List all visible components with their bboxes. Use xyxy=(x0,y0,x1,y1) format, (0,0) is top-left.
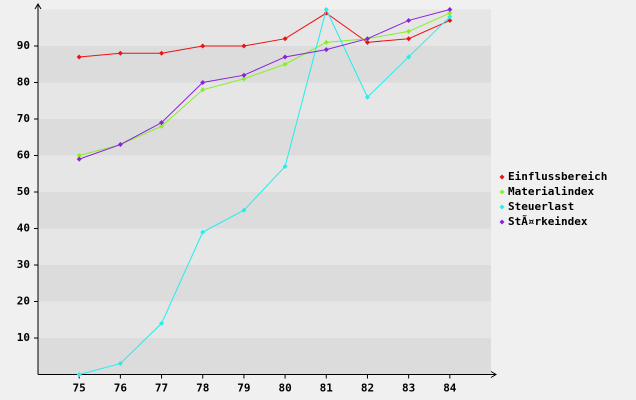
y-tick-label: 30 xyxy=(17,258,30,271)
grid-band xyxy=(38,82,491,119)
grid-band xyxy=(38,265,491,302)
point xyxy=(76,372,82,377)
point xyxy=(200,80,206,85)
point xyxy=(282,54,288,60)
point xyxy=(241,72,247,78)
series-line xyxy=(79,8,451,375)
point xyxy=(406,28,412,34)
point xyxy=(76,54,82,60)
grid-band xyxy=(38,9,491,46)
point xyxy=(159,320,165,326)
y-tick-label: 60 xyxy=(17,149,30,162)
x-tick-label: 79 xyxy=(237,382,250,395)
y-tick-label: 40 xyxy=(17,222,30,235)
series-line xyxy=(79,12,451,58)
point xyxy=(282,61,288,67)
point xyxy=(364,36,370,42)
point xyxy=(282,36,288,42)
point xyxy=(159,50,165,56)
y-tick-label: 90 xyxy=(17,39,30,52)
point xyxy=(200,87,206,93)
grid-band xyxy=(38,301,491,338)
grid-band xyxy=(38,46,491,83)
point xyxy=(364,94,370,100)
point xyxy=(159,120,165,126)
point xyxy=(117,50,123,56)
x-tick-label: 78 xyxy=(196,382,209,395)
point xyxy=(282,163,288,169)
x-axis-arrow xyxy=(490,371,497,378)
grid-band xyxy=(38,228,491,265)
x-tick-label: 80 xyxy=(278,382,291,395)
y-tick-label: 50 xyxy=(17,185,30,198)
point xyxy=(364,39,370,45)
series-line xyxy=(79,9,450,160)
point xyxy=(117,361,123,367)
point xyxy=(241,43,247,49)
grid-band xyxy=(38,192,491,229)
x-tick-label: 76 xyxy=(114,382,128,395)
point xyxy=(241,207,247,213)
point xyxy=(447,17,453,23)
point xyxy=(406,17,412,23)
point xyxy=(159,123,165,129)
grid-band xyxy=(38,338,491,375)
y-tick-label: 80 xyxy=(17,76,30,89)
legend-marker xyxy=(499,189,505,195)
x-tick-label: 81 xyxy=(320,382,334,395)
point xyxy=(447,7,453,12)
series-line xyxy=(79,12,451,156)
grid-band xyxy=(38,119,491,156)
point xyxy=(117,142,123,148)
point xyxy=(76,153,82,158)
legend-label: Einflussbereich xyxy=(508,170,607,183)
legend-label: Steuerlast xyxy=(508,200,574,213)
point xyxy=(200,229,206,235)
legend-label: StÃ¤rkeindex xyxy=(508,215,588,228)
x-tick-label: 77 xyxy=(155,382,168,395)
x-tick-label: 84 xyxy=(443,382,457,395)
point xyxy=(76,156,82,162)
x-tick-label: 75 xyxy=(73,382,86,395)
point xyxy=(323,7,329,12)
y-axis-arrow xyxy=(34,3,42,10)
point xyxy=(447,14,453,20)
point xyxy=(406,36,412,42)
point xyxy=(447,10,453,16)
point xyxy=(323,39,329,45)
legend-marker xyxy=(499,204,505,210)
point xyxy=(323,47,329,53)
x-tick-label: 82 xyxy=(361,382,374,395)
legend-marker xyxy=(499,219,505,225)
point xyxy=(200,43,206,49)
point xyxy=(406,54,412,60)
point xyxy=(241,76,247,82)
grid-band xyxy=(38,155,491,192)
x-tick-label: 83 xyxy=(402,382,415,395)
legend-label: Materialindex xyxy=(508,185,594,198)
y-tick-label: 10 xyxy=(17,331,30,344)
y-tick-label: 20 xyxy=(17,295,30,308)
y-tick-label: 70 xyxy=(17,112,30,125)
legend-marker xyxy=(499,174,505,180)
